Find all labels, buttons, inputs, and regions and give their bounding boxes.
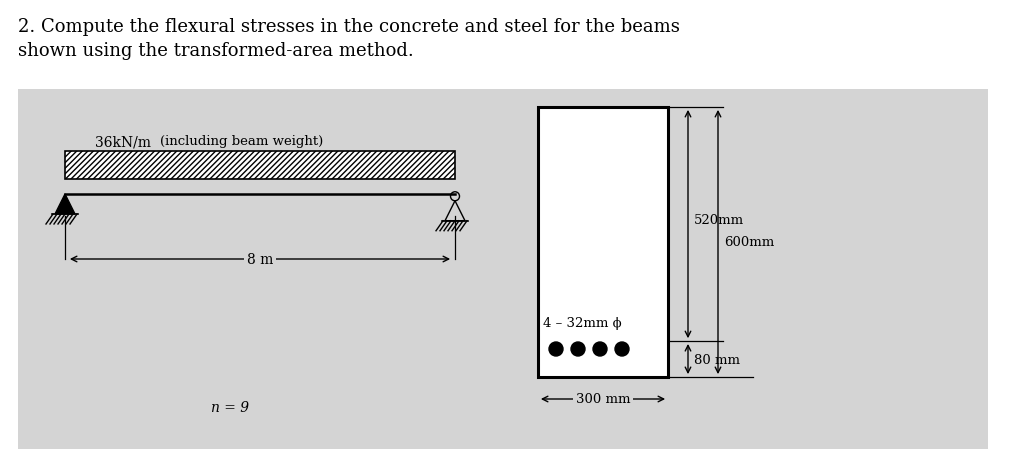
Text: shown using the transformed-area method.: shown using the transformed-area method. [18, 42, 414, 60]
Circle shape [593, 342, 607, 356]
Bar [538, 108, 668, 377]
Circle shape [549, 342, 563, 356]
Text: 80 mm: 80 mm [694, 353, 740, 366]
Polygon shape [55, 195, 75, 214]
Text: (including beam weight): (including beam weight) [160, 135, 323, 148]
Text: 36kN/m: 36kN/m [95, 134, 151, 149]
Text: n = 9: n = 9 [211, 400, 249, 414]
Text: 4 – 32mm ϕ: 4 – 32mm ϕ [543, 316, 621, 329]
Bar [65, 151, 455, 179]
Text: 520mm: 520mm [694, 213, 744, 226]
Circle shape [571, 342, 585, 356]
Text: 8 m: 8 m [247, 252, 274, 266]
Bar [18, 90, 988, 449]
Text: 2. Compute the flexural stresses in the concrete and steel for the beams: 2. Compute the flexural stresses in the … [18, 18, 680, 36]
Circle shape [615, 342, 629, 356]
Text: 300 mm: 300 mm [576, 392, 630, 406]
Text: 600mm: 600mm [724, 236, 774, 249]
